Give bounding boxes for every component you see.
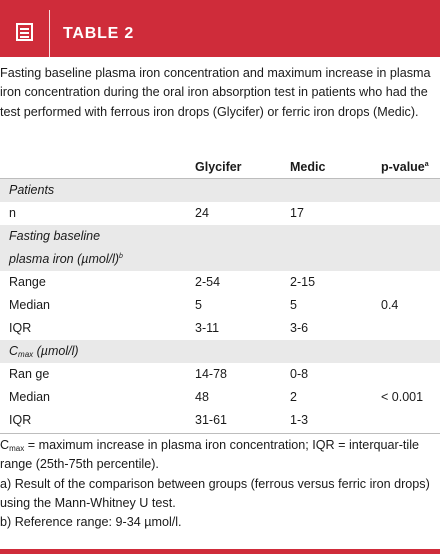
cell-medic: 3-6	[290, 321, 309, 335]
row-label: Range	[9, 275, 46, 289]
table-row: IQR 3-11 3-6	[0, 317, 440, 340]
table-row: IQR 31-61 1-3	[0, 409, 440, 432]
bottom-accent-bar	[0, 549, 440, 554]
table-row: Median 48 2 < 0.001	[0, 386, 440, 409]
cell-pvalue: < 0.001	[381, 390, 424, 404]
cell-medic: 2	[290, 390, 297, 404]
cell-glycifer: 24	[195, 206, 209, 220]
cell-medic: 0-8	[290, 367, 309, 381]
table-row: n 24 17	[0, 202, 440, 225]
cell-glycifer: 31-61	[195, 413, 227, 427]
table-row: Ran ge 14-78 0-8	[0, 363, 440, 386]
header-divider	[49, 10, 50, 57]
cell-medic: 1-3	[290, 413, 309, 427]
table-caption: Fasting baseline plasma iron concentrati…	[0, 66, 431, 119]
row-label: IQR	[9, 413, 32, 427]
row-label: Ran ge	[9, 367, 50, 381]
section-label-cmax: Cmax (µmol/l)	[9, 344, 79, 359]
footnote-b: b) Reference range: 9-34 µmol/l.	[0, 515, 182, 530]
table-row: Patients	[0, 179, 440, 202]
table-row: plasma iron (µmol/l)b	[0, 248, 440, 271]
table-row: Median 5 5 0.4	[0, 294, 440, 317]
section-label-plasma-iron: plasma iron (µmol/l)b	[9, 252, 123, 266]
cell-medic: 2-15	[290, 275, 316, 289]
footnote-mark-b: b	[119, 253, 123, 260]
footnote-mark-a: a	[424, 161, 429, 168]
table-row: Cmax (µmol/l)	[0, 340, 440, 363]
cell-glycifer: 3-11	[195, 321, 220, 335]
row-label: Median	[9, 390, 50, 404]
table-bottom-rule	[0, 433, 440, 434]
table-row: Fasting baseline	[0, 225, 440, 248]
cell-medic: 17	[290, 206, 304, 220]
section-label-fasting-baseline: Fasting baseline	[9, 229, 101, 243]
cell-medic: 5	[290, 298, 297, 312]
row-label: IQR	[9, 321, 32, 335]
table-title: TABLE 2	[63, 25, 135, 42]
table-footnotes: Cmax = maximum increase in plasma iron c…	[0, 436, 432, 532]
header-rule	[0, 178, 440, 179]
footnote-a: a) Result of the comparison between grou…	[0, 476, 430, 510]
table-row: Range 2-54 2-15	[0, 271, 440, 294]
row-label: n	[9, 206, 16, 220]
footnote-cmax: Cmax = maximum increase in plasma iron c…	[0, 438, 420, 472]
cell-glycifer: 5	[195, 298, 202, 312]
cell-glycifer: 2-54	[195, 275, 221, 289]
cell-pvalue: 0.4	[381, 298, 399, 312]
column-header-pvalue: p-valuea	[381, 160, 429, 174]
column-header-medic: Medic	[290, 160, 326, 174]
row-label: Median	[9, 298, 50, 312]
column-header-row: Glycifer Medic p-valuea	[0, 156, 440, 179]
section-label-patients: Patients	[9, 183, 55, 197]
cell-glycifer: 14-78	[195, 367, 227, 381]
column-header-glycifer: Glycifer	[195, 160, 242, 174]
table-icon	[16, 23, 33, 41]
cell-glycifer: 48	[195, 390, 209, 404]
table-header-banner: TABLE 2	[0, 0, 440, 57]
